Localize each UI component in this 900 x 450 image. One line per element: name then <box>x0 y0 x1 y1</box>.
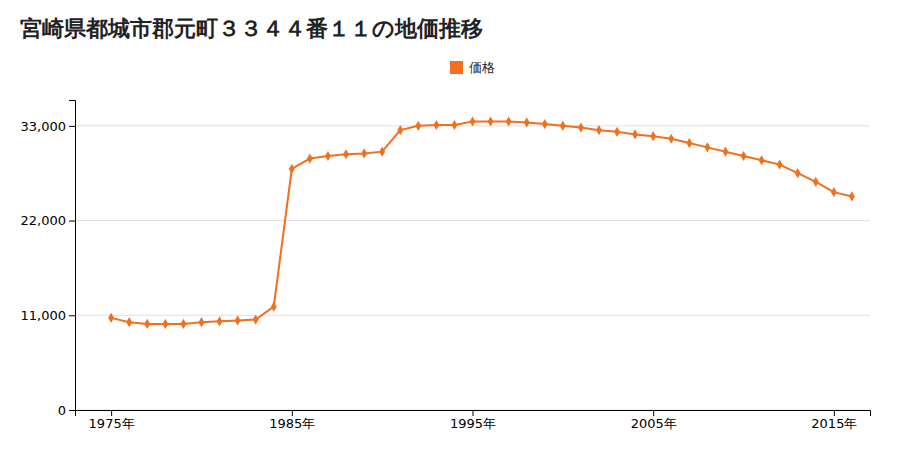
point <box>126 317 132 327</box>
point <box>506 116 512 126</box>
point <box>343 149 349 159</box>
y-axis: 0 11,000 22,000 33,000 <box>21 101 76 418</box>
grid <box>75 126 870 410</box>
tick: 1985年 <box>269 410 315 431</box>
point <box>217 316 223 326</box>
title: 宮崎県都城市郡元町３３４４番１１の地価推移 <box>20 16 483 41</box>
point <box>759 155 765 165</box>
point <box>253 314 259 324</box>
point <box>831 187 837 197</box>
point <box>650 131 656 141</box>
point <box>433 120 439 130</box>
legend-label: 価格 <box>469 60 495 75</box>
grid-line <box>75 220 870 221</box>
tick: 22,000 <box>21 213 76 228</box>
tick: 2015年 <box>811 410 857 431</box>
tick-label: 33,000 <box>21 118 67 133</box>
point <box>632 129 638 139</box>
tick-mark <box>834 410 835 416</box>
tick-label: 1995年 <box>450 416 496 431</box>
point <box>361 148 367 158</box>
point <box>560 121 566 131</box>
tick-label: 1975年 <box>89 416 135 431</box>
point <box>325 151 331 161</box>
tick: 11,000 <box>21 308 76 323</box>
tick-mark <box>292 410 293 416</box>
point <box>379 147 385 157</box>
point <box>542 119 548 129</box>
point <box>614 127 620 137</box>
point <box>235 315 241 325</box>
point <box>704 142 710 152</box>
point <box>578 122 584 132</box>
point <box>686 138 692 148</box>
point <box>488 116 494 126</box>
point <box>795 168 801 178</box>
tick-mark <box>69 221 75 222</box>
point <box>108 313 114 323</box>
tick-label: 22,000 <box>21 213 67 228</box>
point <box>470 116 476 126</box>
tick: 0 <box>58 403 75 418</box>
point <box>307 153 313 163</box>
point <box>451 120 457 130</box>
tick-mark <box>69 126 75 127</box>
point <box>596 125 602 135</box>
tick: 1975年 <box>89 410 135 431</box>
point <box>777 159 783 169</box>
point <box>524 117 530 127</box>
plot: 1975年 1985年 1995年 2005年 2015年 0 11,000 22,000 33… <box>21 101 871 432</box>
point <box>180 319 186 329</box>
legend-swatch <box>450 61 463 74</box>
legend-item: 価格 <box>450 60 495 75</box>
point <box>849 191 855 201</box>
tick-label: 2005年 <box>631 416 677 431</box>
tick: 33,000 <box>21 118 76 133</box>
point <box>415 121 421 131</box>
tick: 1995年 <box>450 410 496 431</box>
tick: 2005年 <box>631 410 677 431</box>
point <box>271 302 277 312</box>
point <box>813 177 819 187</box>
tick-mark <box>69 410 75 411</box>
axis-line <box>69 101 76 411</box>
tick-label: 11,000 <box>21 308 67 323</box>
point <box>289 164 295 174</box>
grid-line <box>75 315 870 316</box>
x-axis: 1975年 1985年 1995年 2005年 2015年 <box>76 410 871 431</box>
point <box>397 125 403 135</box>
point <box>199 317 205 327</box>
point <box>741 151 747 161</box>
point <box>668 134 674 144</box>
tick-mark <box>69 315 75 316</box>
line <box>111 122 852 324</box>
point <box>723 147 729 157</box>
point <box>144 319 150 329</box>
axis-line <box>76 411 871 417</box>
point <box>162 319 168 329</box>
tick-label: 1985年 <box>269 416 315 431</box>
tick-mark <box>653 410 654 416</box>
series-layer <box>108 116 855 329</box>
tick-mark <box>111 410 112 416</box>
tick-mark <box>473 410 474 416</box>
tick-label: 0 <box>58 403 66 418</box>
legend: 価格 <box>450 60 495 75</box>
tick-label: 2015年 <box>811 416 857 431</box>
chart: 1975年 1985年 1995年 2005年 2015年 0 11,000 22,000 33… <box>0 0 900 450</box>
